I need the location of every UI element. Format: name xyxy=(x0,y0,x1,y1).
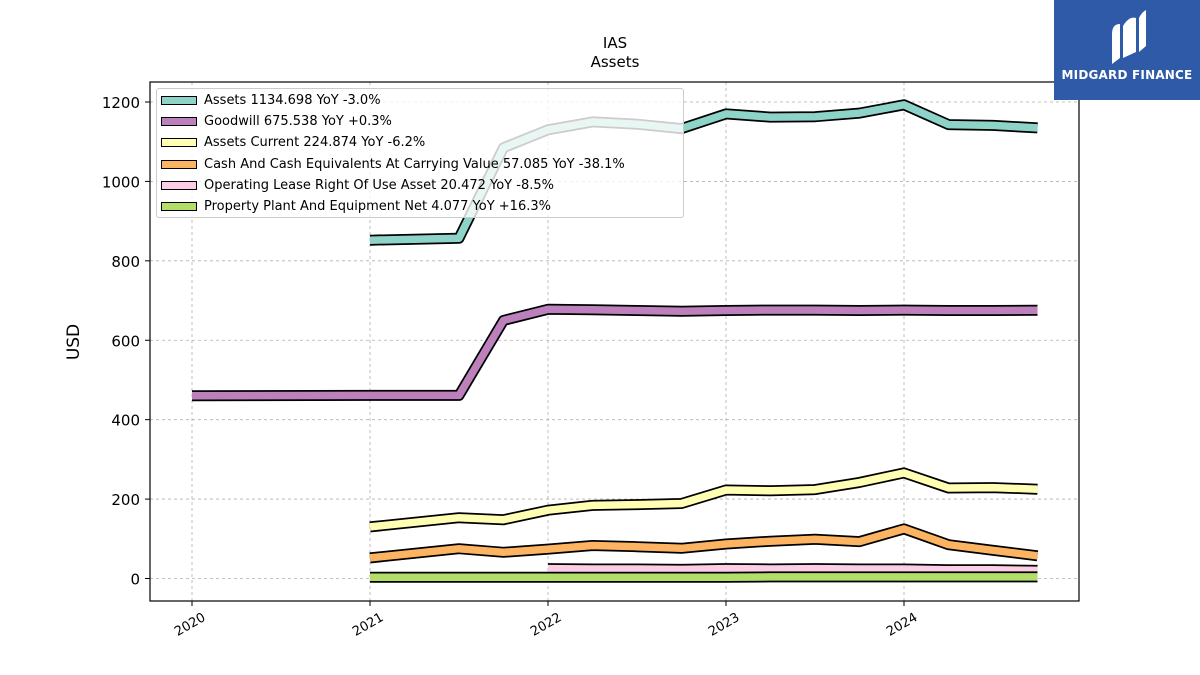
legend-swatch xyxy=(161,202,197,211)
series-outline xyxy=(191,303,1038,402)
brand-name: MIDGARD FINANCE xyxy=(1061,68,1193,82)
x-tick-label: 2020 xyxy=(172,610,208,640)
x-tick-label: 2022 xyxy=(528,610,564,640)
legend-label: Goodwill 675.538 YoY +0.3% xyxy=(204,114,392,130)
y-tick-label: 800 xyxy=(111,253,140,271)
legend-label: Assets 1134.698 YoY -3.0% xyxy=(204,93,381,108)
legend-item: Cash And Cash Equivalents At Carrying Va… xyxy=(161,156,625,173)
y-tick-label: 600 xyxy=(111,332,140,350)
series-fill xyxy=(369,469,1038,531)
y-tick-label: 200 xyxy=(111,491,140,509)
plot-frame xyxy=(149,81,1080,602)
y-tick-label: 1200 xyxy=(102,94,140,112)
legend-swatch xyxy=(161,159,197,169)
legend-item: Property Plant And Equipment Net 4.077 Y… xyxy=(161,198,551,215)
legend-label: Cash And Cash Equivalents At Carrying Va… xyxy=(204,156,625,172)
series-line-2 xyxy=(369,467,1038,533)
legend-swatch xyxy=(161,180,197,190)
legend-swatch xyxy=(161,96,197,105)
y-tick-label: 400 xyxy=(111,412,140,430)
legend-item: Assets 1134.698 YoY -3.0% xyxy=(161,92,381,109)
legend-item: Assets Current 224.874 YoY -6.2% xyxy=(161,134,425,151)
legend-swatch xyxy=(161,117,197,127)
y-tick-label: 0 xyxy=(130,571,140,589)
series-layer xyxy=(191,99,1039,583)
legend-swatch xyxy=(161,138,197,148)
legend-label: Assets Current 224.874 YoY -6.2% xyxy=(204,135,426,151)
series-line-3 xyxy=(369,523,1039,564)
legend-label: Operating Lease Right Of Use Asset 20.47… xyxy=(204,177,554,193)
midgard-logo-icon xyxy=(1112,10,1146,64)
series-line-1 xyxy=(191,303,1038,402)
brand-logo: MIDGARD FINANCE xyxy=(1054,0,1200,100)
series-fill xyxy=(369,525,1038,562)
legend: Assets 1134.698 YoY -3.0% Goodwill 675.53… xyxy=(156,88,684,218)
legend-label: Property Plant And Equipment Net 4.077 Y… xyxy=(204,199,551,214)
y-tick-label: 1000 xyxy=(102,173,140,191)
series-line-4 xyxy=(547,563,1038,576)
chart-subtitle: Assets xyxy=(591,53,640,71)
series-fill xyxy=(191,305,1038,400)
legend-item: Operating Lease Right Of Use Asset 20.47… xyxy=(161,177,554,194)
legend-item: Goodwill 675.538 YoY +0.3% xyxy=(161,113,392,130)
y-axis-label: USD xyxy=(64,324,84,360)
chart-title: IAS xyxy=(603,34,627,52)
series-fill xyxy=(547,564,1038,575)
x-tick-label: 2021 xyxy=(350,610,386,640)
x-tick-label: 2024 xyxy=(884,610,920,640)
x-tick-label: 2023 xyxy=(706,610,742,640)
